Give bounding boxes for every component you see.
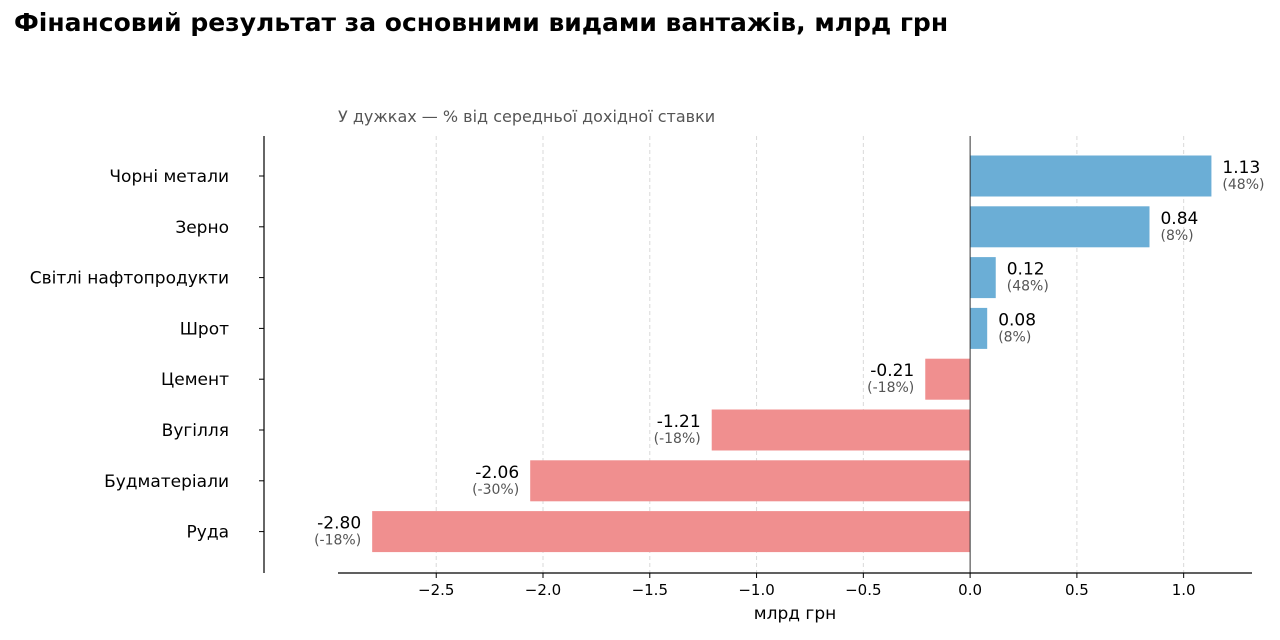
percent-label: (48%): [1007, 279, 1049, 295]
data-labels: 1.13(48%)0.84(8%)0.12(48%)0.08(8%)-0.21(…: [314, 158, 1264, 549]
x-tick-label: 0.0: [958, 581, 982, 599]
x-tick-label: 0.5: [1065, 581, 1089, 599]
value-label: 0.12: [1007, 260, 1045, 280]
percent-label: (-30%): [472, 482, 519, 498]
category-label: Цемент: [161, 370, 229, 390]
percent-label: (-18%): [654, 431, 701, 447]
axes: −2.5 −2.0 −1.5 −1.0 −0.5 0.0 0.5 1.0 Чорні метал…: [30, 136, 1252, 599]
category-label: Чорні метали: [109, 167, 229, 187]
x-tick-label: −2.5: [418, 581, 454, 599]
percent-label: (48%): [1222, 177, 1264, 193]
chart-title: Фінансовий результат за основними видами…: [14, 8, 949, 37]
bar: [925, 358, 971, 400]
category-label: Зерно: [175, 218, 229, 238]
percent-label: (8%): [1160, 228, 1193, 244]
value-label: 0.84: [1160, 209, 1198, 229]
bar: [970, 307, 988, 349]
grid-lines: [435, 136, 1185, 573]
x-tick-label: −2.0: [525, 581, 561, 599]
bar: [530, 460, 971, 502]
category-label: Вугілля: [162, 421, 229, 441]
bar: [970, 257, 996, 299]
value-label: 1.13: [1222, 158, 1260, 178]
category-label: Будматеріали: [104, 472, 229, 492]
x-tick-label: −0.5: [845, 581, 881, 599]
x-tick-label: −1.0: [738, 581, 774, 599]
percent-label: (-18%): [314, 533, 361, 549]
chart-subtitle: У дужках — % від середньої дохідної став…: [338, 107, 715, 126]
bar: [711, 409, 971, 451]
category-label: Шрот: [180, 319, 229, 339]
x-axis-title: млрд грн: [754, 604, 836, 624]
x-tick-label: −1.5: [632, 581, 668, 599]
bars: [372, 155, 1212, 553]
category-label: Світлі нафтопродукти: [30, 269, 229, 289]
category-label: Руда: [187, 523, 229, 543]
value-label: -2.80: [317, 514, 361, 534]
x-tick-label: 1.0: [1172, 581, 1196, 599]
percent-label: (8%): [998, 329, 1031, 345]
percent-label: (-18%): [867, 380, 914, 396]
value-label: -0.21: [870, 361, 914, 381]
bar: [970, 206, 1150, 248]
value-label: -1.21: [657, 412, 701, 432]
value-label: 0.08: [998, 310, 1036, 330]
value-label: -2.06: [475, 463, 519, 483]
bar: [970, 155, 1212, 197]
bar: [372, 511, 971, 553]
